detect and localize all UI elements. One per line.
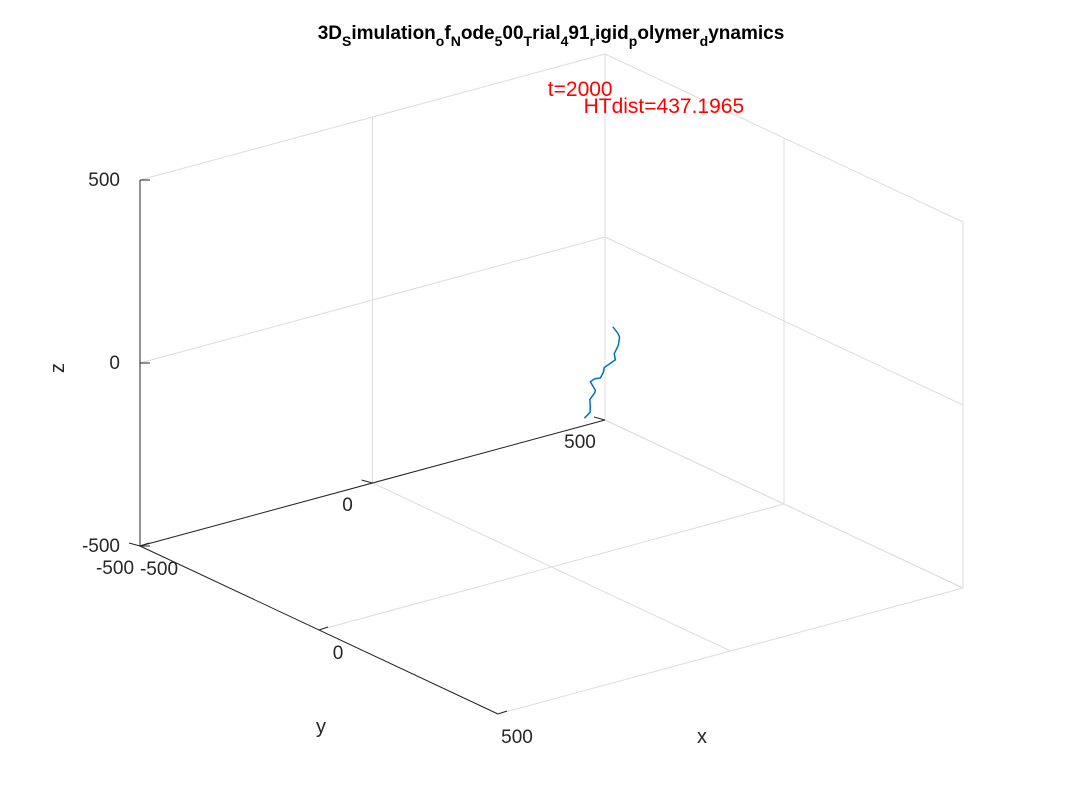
title-part: d — [700, 33, 709, 49]
tick-labels: -500 0 500 -500 0 500 -500 0 500 — [82, 170, 596, 748]
title-part: T — [524, 33, 533, 49]
title-part: 5 — [495, 33, 503, 49]
y-tick-label: -500 — [96, 558, 134, 579]
title-part: 3D — [318, 23, 342, 44]
z-tick-label: -500 — [82, 536, 120, 557]
y-tick-label: 500 — [564, 432, 596, 453]
annotation-0: t=2000 — [548, 78, 613, 101]
title-part: N — [451, 33, 461, 49]
z-tick-label: 500 — [88, 170, 120, 191]
z-axis-label: z — [47, 363, 69, 373]
grid-line-z-back-wall — [604, 236, 964, 406]
title-part: ynamics — [708, 23, 784, 44]
x-tick-label: -500 — [140, 559, 178, 580]
chart-title: 3DSimulationofNode500Trial491rigidpolyme… — [318, 23, 785, 49]
z-tick-label: 0 — [109, 353, 120, 374]
x-axis-label: x — [697, 726, 707, 748]
grid-line-z-back-wall — [604, 53, 964, 223]
x-tick-mark — [497, 710, 508, 715]
series-line-0 — [584, 326, 621, 419]
title-part: rial — [532, 23, 561, 44]
title-part: ode — [461, 23, 495, 44]
grid-lines — [139, 53, 964, 715]
y-axis-label: y — [316, 716, 326, 738]
title-part: 91 — [568, 23, 590, 44]
title-part: olymer — [637, 23, 700, 44]
grid-line-y-floor — [372, 482, 731, 652]
title-part: f — [444, 23, 451, 44]
x-tick-mark — [318, 626, 329, 631]
title-part: 4 — [561, 33, 569, 49]
x-tick-label: 0 — [333, 643, 344, 664]
title-part: o — [436, 33, 445, 49]
series-layer — [584, 326, 621, 419]
y-tick-label: 0 — [342, 495, 353, 516]
title-part: imulation — [351, 23, 435, 44]
x-tick-label: 500 — [501, 727, 533, 748]
y-tick-mark — [361, 479, 373, 484]
annotation-1: HTdist=437.1965 — [584, 95, 745, 118]
grid-line-y-floor — [604, 419, 964, 589]
title-part: r — [590, 33, 596, 49]
y-tick-mark — [128, 542, 141, 547]
grid-line-z-side-wall — [139, 236, 606, 364]
title-part: 00 — [502, 23, 523, 44]
axis-lines — [128, 179, 606, 715]
y-tick-mark — [593, 416, 606, 421]
grid-line-z-side-wall — [139, 53, 606, 181]
title-part: igid — [595, 23, 629, 44]
title-part: p — [629, 33, 638, 49]
title-part: S — [342, 33, 351, 49]
